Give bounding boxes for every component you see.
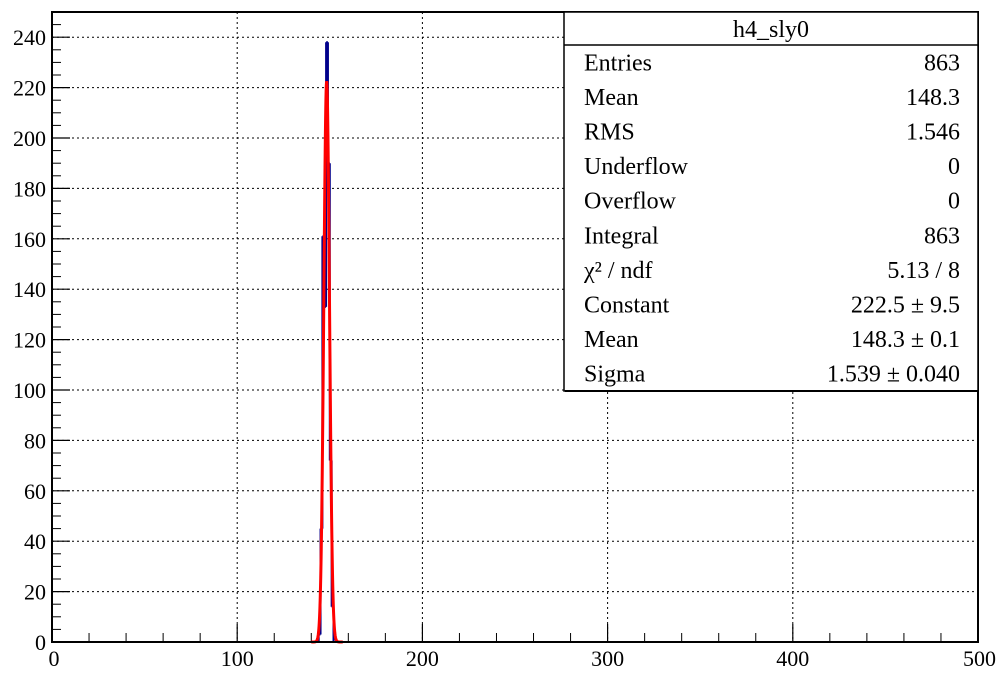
stats-row-label: Sigma (584, 362, 646, 388)
stats-row-label: Mean (584, 85, 639, 111)
y-tick-label: 200 (13, 126, 46, 151)
stats-row-value: 5.13 / 8 (887, 258, 960, 284)
y-tick-label: 160 (13, 227, 46, 252)
stats-row-label: RMS (584, 120, 635, 146)
x-tick-label: 500 (963, 646, 996, 670)
x-tick-label: 200 (406, 646, 439, 670)
y-tick-label: 120 (13, 328, 46, 353)
x-tick-label: 100 (221, 646, 254, 670)
stats-rows: Entries 863 Mean 148.3 RMS 1.546 Underflow 0 Ove… (583, 50, 960, 387)
y-tick-label: 0 (35, 630, 46, 655)
y-tick-label: 60 (24, 479, 46, 504)
stats-row-value: 222.5 ± 9.5 (851, 293, 960, 319)
stats-row-label: Underflow (584, 154, 689, 180)
stats-row-label: Overflow (584, 189, 677, 215)
x-tick-label: 0 (49, 646, 60, 670)
y-tick-label: 40 (24, 529, 46, 554)
x-tick-label: 300 (591, 646, 624, 670)
stats-box: h4_sly0 Entries 863 Mean 148.3 RMS 1.546 Under… (563, 11, 979, 392)
stats-row-label: Integral (584, 223, 659, 249)
y-tick-label: 100 (13, 378, 46, 403)
stats-row-value: 148.3 ± 0.1 (851, 327, 960, 353)
axes: 0 100 200 300 400 500 0 20 40 60 80 100 120 140 160 180… (13, 11, 996, 671)
stats-box-frame (563, 11, 979, 392)
stats-row-value: 1.546 (906, 120, 960, 146)
stats-row-label: Constant (584, 293, 670, 319)
y-tick-label: 180 (13, 176, 46, 201)
stats-row-value: 863 (924, 223, 960, 249)
stats-row-value: 0 (948, 154, 960, 180)
stats-row-value: 148.3 (906, 85, 960, 111)
stats-row-value: 1.539 ± 0.040 (827, 362, 960, 388)
y-tick-label: 220 (13, 76, 46, 101)
stats-row-value: 863 (924, 50, 960, 76)
x-tick-label: 400 (776, 646, 809, 670)
y-tick-label: 20 (24, 580, 46, 605)
stats-row-label: χ² / ndf (583, 258, 653, 284)
y-tick-label: 80 (24, 428, 46, 453)
stats-title: h4_sly0 (733, 17, 809, 43)
stats-row-label: Mean (584, 327, 639, 353)
y-tick-label: 240 (13, 25, 46, 50)
stats-row-label: Entries (584, 50, 652, 76)
stats-row-value: 0 (948, 189, 960, 215)
y-tick-label: 140 (13, 277, 46, 302)
